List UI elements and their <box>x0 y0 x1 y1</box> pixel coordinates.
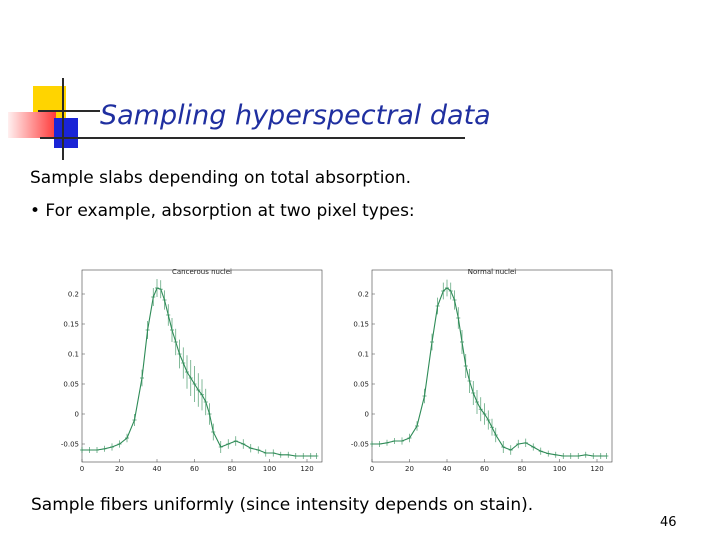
y-tick-label: 0 <box>365 411 369 419</box>
x-tick-label: 80 <box>518 465 527 473</box>
x-tick-label: 60 <box>190 465 199 473</box>
title-underline <box>40 137 465 139</box>
chart-cancerous-nuclei: 0 20 40 60 80 100 120 -0.05 0 0.05 0.1 0.15 0.2 Cance… <box>61 268 323 473</box>
y-tick-label: -0.05 <box>61 441 79 449</box>
body-line-2: • For example, absorption at two pixel t… <box>30 201 415 221</box>
deco-horizontal-line <box>38 110 100 112</box>
y-tick-label: 0.15 <box>353 321 369 329</box>
y-tick-label: -0.05 <box>351 441 369 449</box>
series-line <box>372 287 607 457</box>
series-line <box>82 287 317 457</box>
x-tick-label: 120 <box>590 465 603 473</box>
y-tick-label: 0 <box>75 411 79 419</box>
x-tick-label: 20 <box>115 465 124 473</box>
x-tick-label: 20 <box>405 465 414 473</box>
y-tick-label: 0.05 <box>63 381 79 389</box>
deco-blue-square <box>54 118 78 148</box>
x-tick-label: 120 <box>300 465 313 473</box>
y-tick-label: 0.15 <box>63 321 79 329</box>
x-tick-label: 40 <box>443 465 452 473</box>
chart-title: Cancerous nuclei <box>172 268 232 276</box>
x-tick-label: 40 <box>153 465 162 473</box>
x-tick-label: 0 <box>80 465 84 473</box>
deco-red-square <box>8 112 56 138</box>
plot-frame <box>371 269 613 463</box>
x-tick-label: 100 <box>263 465 276 473</box>
x-tick-label: 60 <box>480 465 489 473</box>
page-number: 46 <box>660 515 677 530</box>
y-tick-label: 0.2 <box>358 291 369 299</box>
x-tick-label: 100 <box>553 465 566 473</box>
chart-title: Normal nuclei <box>468 268 517 276</box>
body-line-1: Sample slabs depending on total absorpti… <box>30 168 412 188</box>
y-tick-label: 0.1 <box>358 351 369 359</box>
plot-frame <box>81 269 323 463</box>
chart-normal-nuclei: 0 20 40 60 80 100 120 -0.05 0 0.05 0.1 0.15 0.2 Norma… <box>351 268 613 473</box>
x-tick-label: 0 <box>370 465 374 473</box>
body-line-3: Sample fibers uniformly (since intensity… <box>31 495 534 515</box>
deco-vertical-line <box>62 78 64 160</box>
slide-title: Sampling hyperspectral data <box>100 100 491 131</box>
x-tick-label: 80 <box>228 465 237 473</box>
y-tick-label: 0.1 <box>68 351 79 359</box>
y-tick-label: 0.05 <box>353 381 369 389</box>
y-tick-label: 0.2 <box>68 291 79 299</box>
